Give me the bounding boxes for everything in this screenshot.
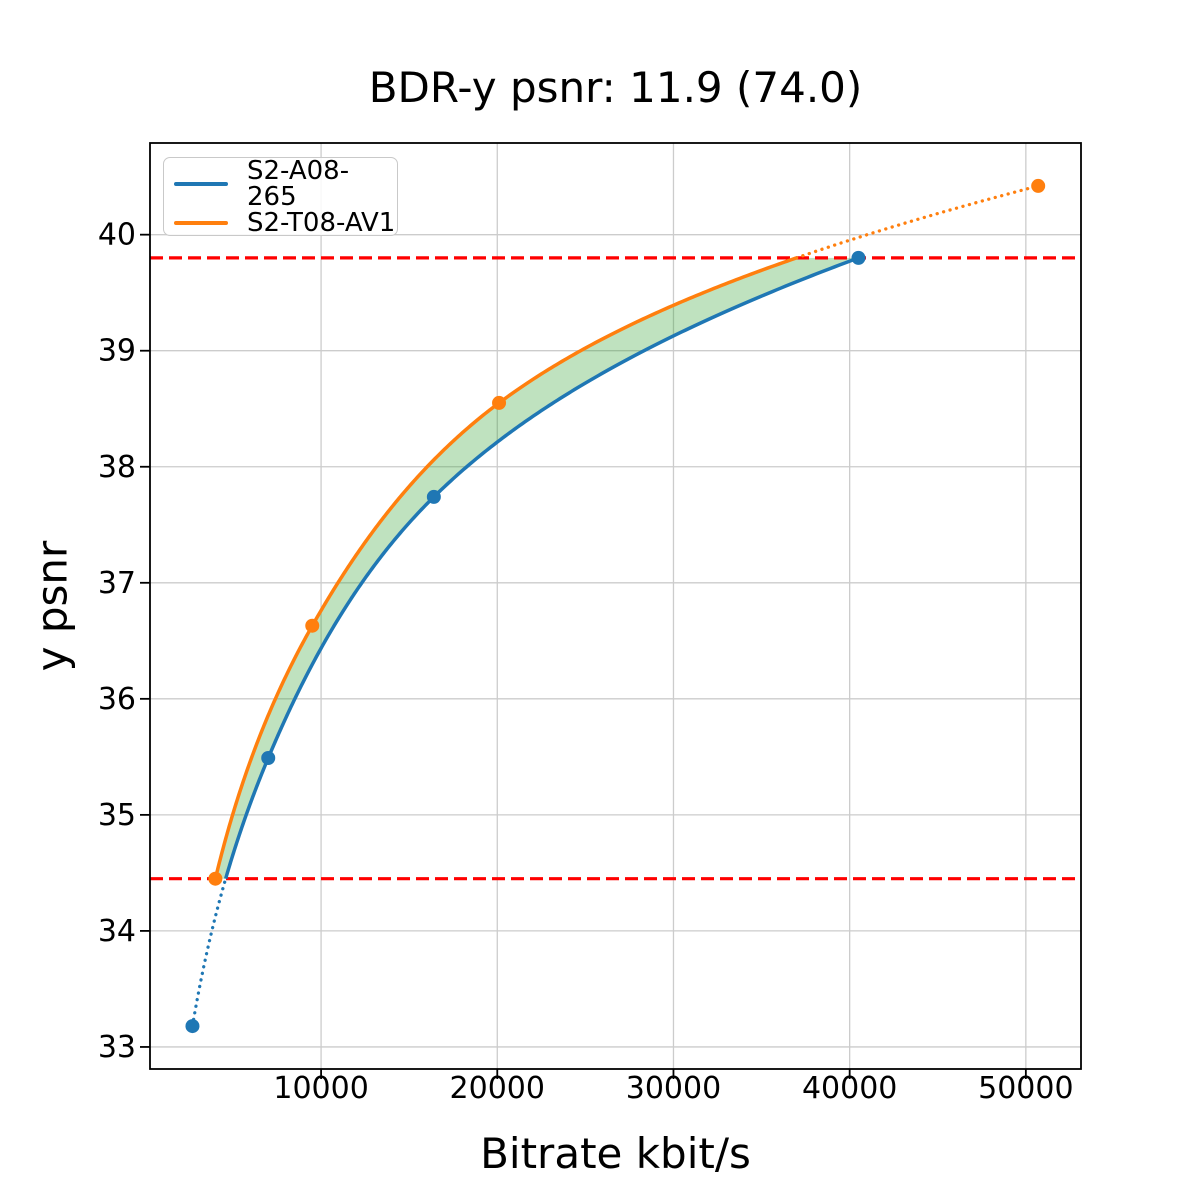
data-point-marker-S2-A08-265	[426, 489, 441, 504]
y-axis-label: y psnr	[27, 540, 77, 672]
data-point-marker-S2-T08-AV1	[492, 395, 507, 410]
data-point-marker-S2-A08-265	[185, 1019, 200, 1034]
legend-line-sample-blue	[174, 182, 228, 186]
y-tick-label-40: 40	[98, 218, 136, 253]
data-point-marker-S2-A08-265	[261, 751, 276, 766]
data-point-marker-S2-A08-265	[851, 250, 866, 265]
legend-entry: S2-T08-AV1	[174, 210, 397, 236]
chart-title: BDR-y psnr: 11.9 (74.0)	[368, 63, 863, 112]
data-point-marker-S2-T08-AV1	[1031, 178, 1046, 193]
y-tick-label-36: 36	[98, 682, 136, 717]
legend-entry: S2-A08-265	[174, 158, 397, 210]
y-tick-label-34: 34	[98, 914, 136, 949]
y-tick-label-39: 39	[98, 334, 136, 369]
x-tick-label-50000: 50000	[978, 1071, 1073, 1106]
legend-label: S2-A08-265	[247, 156, 350, 212]
x-tick-label-30000: 30000	[626, 1071, 721, 1106]
x-tick-label-10000: 10000	[273, 1071, 368, 1106]
data-point-marker-S2-T08-AV1	[208, 871, 223, 886]
data-point-marker-S2-T08-AV1	[305, 618, 320, 633]
y-tick-label-33: 33	[98, 1030, 136, 1065]
legend-label: S2-T08-AV1	[247, 208, 396, 238]
plot-frame	[149, 142, 1082, 1070]
y-tick-label-37: 37	[98, 566, 136, 601]
series-dotted-segment-S2-T08-AV1	[794, 184, 1040, 260]
series-curve-S2-A08-265	[223, 256, 860, 880]
legend-line-sample-orange	[174, 221, 228, 225]
fill-between-region	[215, 257, 859, 879]
x-tick-label-40000: 40000	[802, 1071, 897, 1106]
x-axis-label: Bitrate kbit/s	[480, 1129, 751, 1178]
series-curve-S2-T08-AV1	[213, 256, 798, 880]
y-tick-label-35: 35	[98, 798, 136, 833]
legend: S2-A08-265 S2-T08-AV1	[163, 157, 398, 236]
x-tick-label-20000: 20000	[450, 1071, 545, 1106]
series-dotted-segment-S2-A08-265	[190, 877, 228, 1028]
y-tick-label-38: 38	[98, 450, 136, 485]
